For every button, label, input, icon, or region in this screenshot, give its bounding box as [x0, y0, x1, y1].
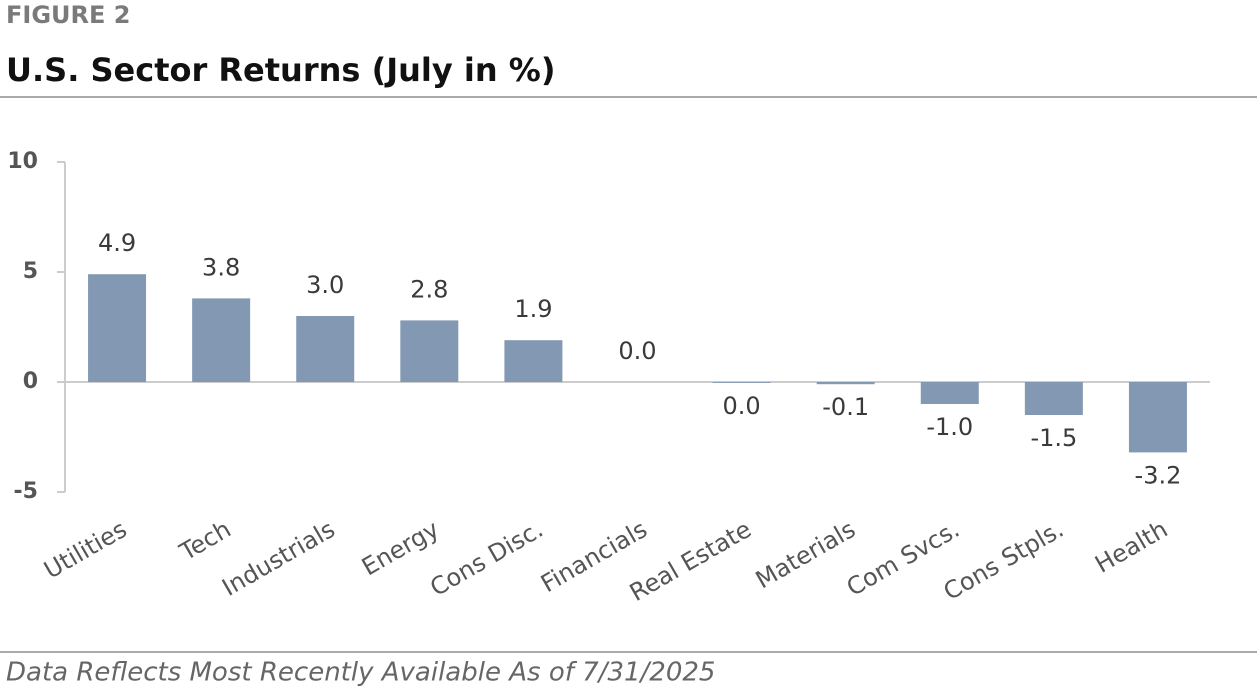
bar: [504, 340, 563, 382]
x-tick-label: Industrials: [217, 515, 339, 602]
y-tick-label: 10: [7, 149, 38, 174]
bar: [296, 316, 355, 382]
value-label: 0.0: [723, 392, 761, 420]
y-tick-label: -5: [14, 479, 38, 504]
bar: [88, 274, 147, 382]
value-label: 4.9: [98, 229, 136, 257]
x-tick-label: Energy: [357, 515, 444, 581]
x-tick-label: Utilities: [39, 515, 131, 584]
y-tick-label: 5: [23, 259, 38, 284]
bar: [1024, 382, 1083, 415]
bar: [400, 320, 459, 382]
value-label: -3.2: [1135, 461, 1182, 489]
value-label: -1.0: [926, 413, 973, 441]
value-label: 1.9: [514, 295, 552, 323]
value-label: 0.0: [618, 337, 656, 365]
x-tick-label: Cons Disc.: [425, 515, 547, 602]
figure-label: FIGURE 2: [6, 1, 130, 29]
x-tick-label: Tech: [174, 515, 235, 567]
y-tick-label: 0: [23, 369, 38, 394]
x-tick-label: Cons Stpls.: [939, 515, 1069, 606]
bar: [712, 382, 771, 383]
value-label: -0.1: [822, 393, 869, 421]
chart-title: U.S. Sector Returns (July in %): [6, 51, 555, 89]
bar: [816, 382, 875, 385]
value-label: 2.8: [410, 275, 448, 303]
footnote: Data Reflects Most Recently Available As…: [6, 658, 715, 688]
value-label: 3.8: [202, 253, 240, 281]
value-label: -1.5: [1030, 424, 1077, 452]
bar: [192, 298, 251, 382]
bar: [1128, 382, 1187, 453]
x-tick-label: Health: [1090, 515, 1172, 579]
bar: [920, 382, 979, 404]
value-label: 3.0: [306, 271, 344, 299]
